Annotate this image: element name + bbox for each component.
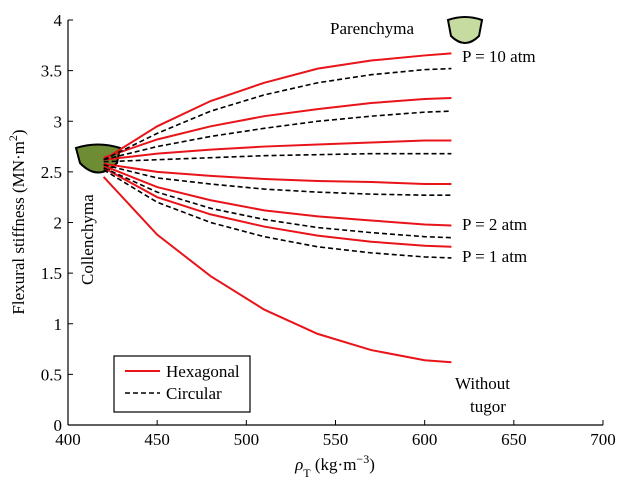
x-tick-label: 400 — [55, 430, 81, 449]
x-axis-label-part: ) — [369, 455, 375, 474]
series-line — [103, 169, 452, 259]
y-tick-label: 3.5 — [41, 62, 62, 81]
annotation: P = 10 atm — [462, 47, 536, 66]
x-axis-label-part: ρ — [294, 455, 303, 474]
legend-box — [113, 355, 251, 413]
x-axis-label-part: T — [303, 466, 311, 480]
x-axis-label-part: (kg·m — [311, 455, 357, 474]
x-axis-label: ρT (kg·m−3) — [294, 452, 375, 480]
series-line — [103, 110, 452, 161]
annotation: Parenchyma — [330, 19, 414, 38]
y-tick-label: 2.5 — [41, 163, 62, 182]
series-line — [103, 67, 452, 161]
parenchyma-icon — [446, 16, 484, 44]
annotation: Without — [455, 374, 510, 393]
y-tick-label: 1 — [54, 315, 63, 334]
series-line — [102, 176, 452, 364]
series-line — [103, 164, 452, 227]
y-axis-label: Flexural stiffness (MN·m2) — [6, 129, 28, 314]
x-tick-label: 550 — [323, 430, 349, 449]
x-tick-label: 450 — [144, 430, 170, 449]
annotation: P = 1 atm — [462, 247, 527, 266]
annotation: tugor — [470, 397, 506, 416]
y-tick-label: 1.5 — [41, 264, 62, 283]
y-tick-label: 0.5 — [41, 365, 62, 384]
y-tick-label: 2 — [54, 214, 63, 233]
y-axis-label-part: Flexural stiffness (MN·m — [9, 141, 28, 314]
series-line — [103, 52, 452, 161]
legend-label: Hexagonal — [166, 362, 240, 381]
series-line — [103, 152, 452, 163]
y-tick-label: 3 — [54, 112, 63, 131]
x-tick-label: 650 — [501, 430, 527, 449]
y-axis-label-part: 2 — [6, 135, 20, 141]
series-line — [103, 139, 452, 161]
series-line — [103, 96, 452, 159]
series-line — [103, 164, 452, 196]
series-line — [103, 162, 452, 186]
x-tick-label: 600 — [412, 430, 438, 449]
x-tick-label: 700 — [590, 430, 616, 449]
y-tick-label: 0 — [54, 416, 63, 435]
x-axis-label-part: −3 — [356, 452, 369, 466]
x-tick-label: 500 — [234, 430, 260, 449]
legend-label: Circular — [166, 384, 222, 403]
series-line — [103, 167, 452, 239]
y-tick-label: 4 — [54, 11, 63, 30]
annotation: Collenchyma — [78, 194, 97, 285]
legend: Hexagonal Circular — [113, 355, 251, 413]
annotation: P = 2 atm — [462, 215, 527, 234]
y-axis-label-part: ) — [9, 129, 28, 135]
series-line — [103, 166, 452, 248]
